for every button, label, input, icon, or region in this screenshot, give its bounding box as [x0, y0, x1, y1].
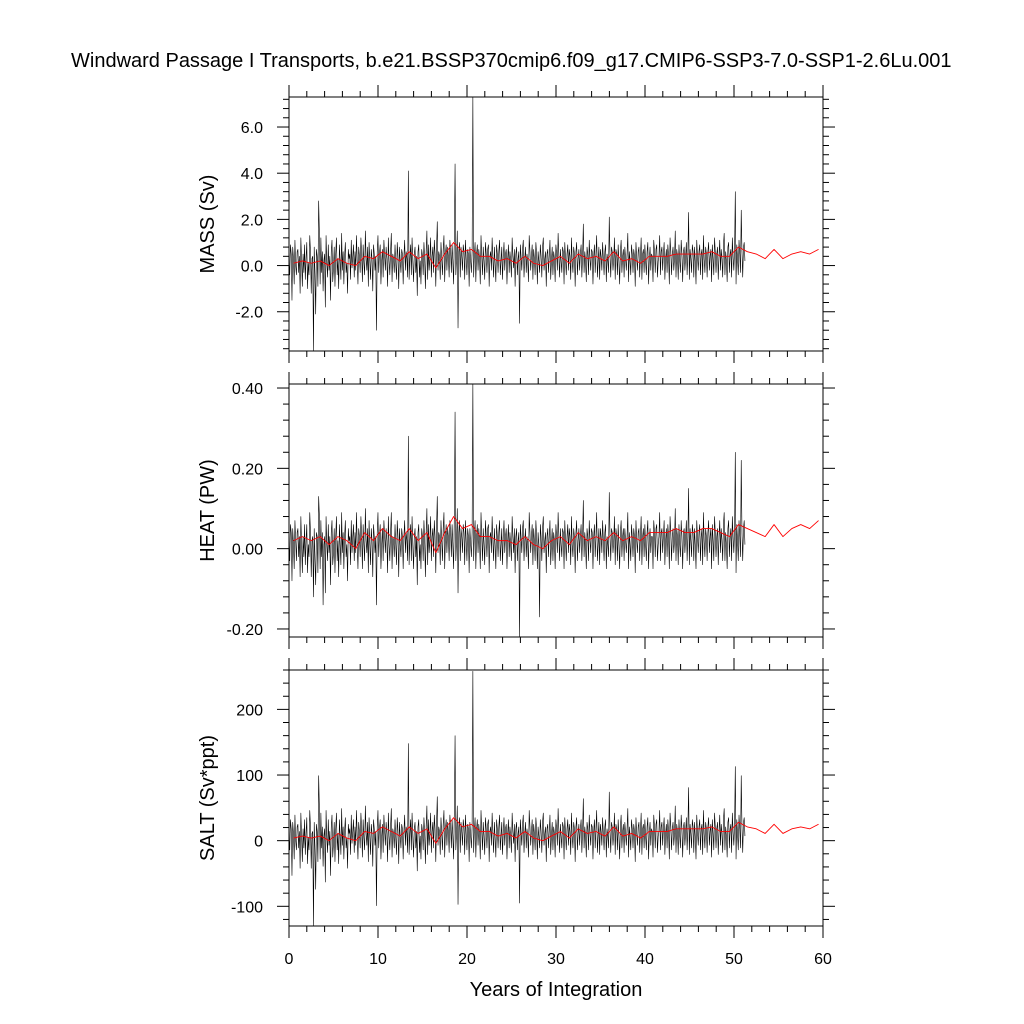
y-tick-label: 6.0	[241, 120, 263, 137]
annual-mean-line	[293, 817, 819, 844]
panel-3: -100 0 100 200 SALT (Sv*ppt) 0 10 20 30 40 50 60	[197, 658, 835, 968]
monthly-line	[289, 97, 746, 351]
series-group	[289, 97, 819, 351]
y-tick-label: 4.0	[241, 166, 263, 183]
y-tick-label: 0	[254, 834, 263, 851]
y-tick-label: 0.00	[232, 542, 263, 559]
x-tick-label: 40	[636, 951, 654, 968]
plot-frame	[288, 96, 824, 352]
x-tick-label: 10	[369, 951, 387, 968]
x-tick-label: 0	[285, 951, 294, 968]
x-tick-label: 20	[458, 951, 476, 968]
monthly-line	[289, 671, 746, 926]
monthly-line	[289, 384, 746, 637]
y-tick-label: 0.40	[232, 381, 263, 398]
annual-mean-line	[293, 516, 819, 554]
chart-title: Windward Passage I Transports, b.e21.BSS…	[71, 50, 952, 72]
y-tick-label: 200	[236, 702, 263, 719]
y-tick-label: 0.0	[241, 259, 263, 276]
y-tick-label: 2.0	[241, 212, 263, 229]
y-tick-label: -0.20	[227, 622, 264, 639]
y-axis-label: SALT (Sv*ppt)	[197, 735, 219, 861]
plot-frame	[288, 669, 824, 927]
series-group	[289, 384, 819, 637]
x-tick-label: 50	[725, 951, 743, 968]
y-axis-label: HEAT (PW)	[197, 459, 219, 562]
x-tick-label: 60	[814, 951, 832, 968]
panel-1: -2.0 0.0 2.0 4.0 6.0 MASS (Sv)	[197, 85, 835, 363]
y-axis-label: MASS (Sv)	[197, 175, 219, 274]
plot-frame	[288, 383, 824, 638]
y-tick-label: -100	[231, 899, 263, 916]
y-tick-label: 0.20	[232, 461, 263, 478]
panels: -2.0 0.0 2.0 4.0 6.0 MASS (Sv) -0.20 0.00 0.20 0.…	[197, 85, 835, 968]
panel-2: -0.20 0.00 0.20 0.40 HEAT (PW)	[197, 372, 835, 649]
series-group	[289, 671, 819, 926]
y-tick-label: 100	[236, 768, 263, 785]
x-tick-label: 30	[547, 951, 565, 968]
annual-mean-line	[293, 242, 819, 269]
y-tick-label: -2.0	[235, 305, 263, 322]
x-axis-label: Years of Integration	[470, 979, 643, 1001]
